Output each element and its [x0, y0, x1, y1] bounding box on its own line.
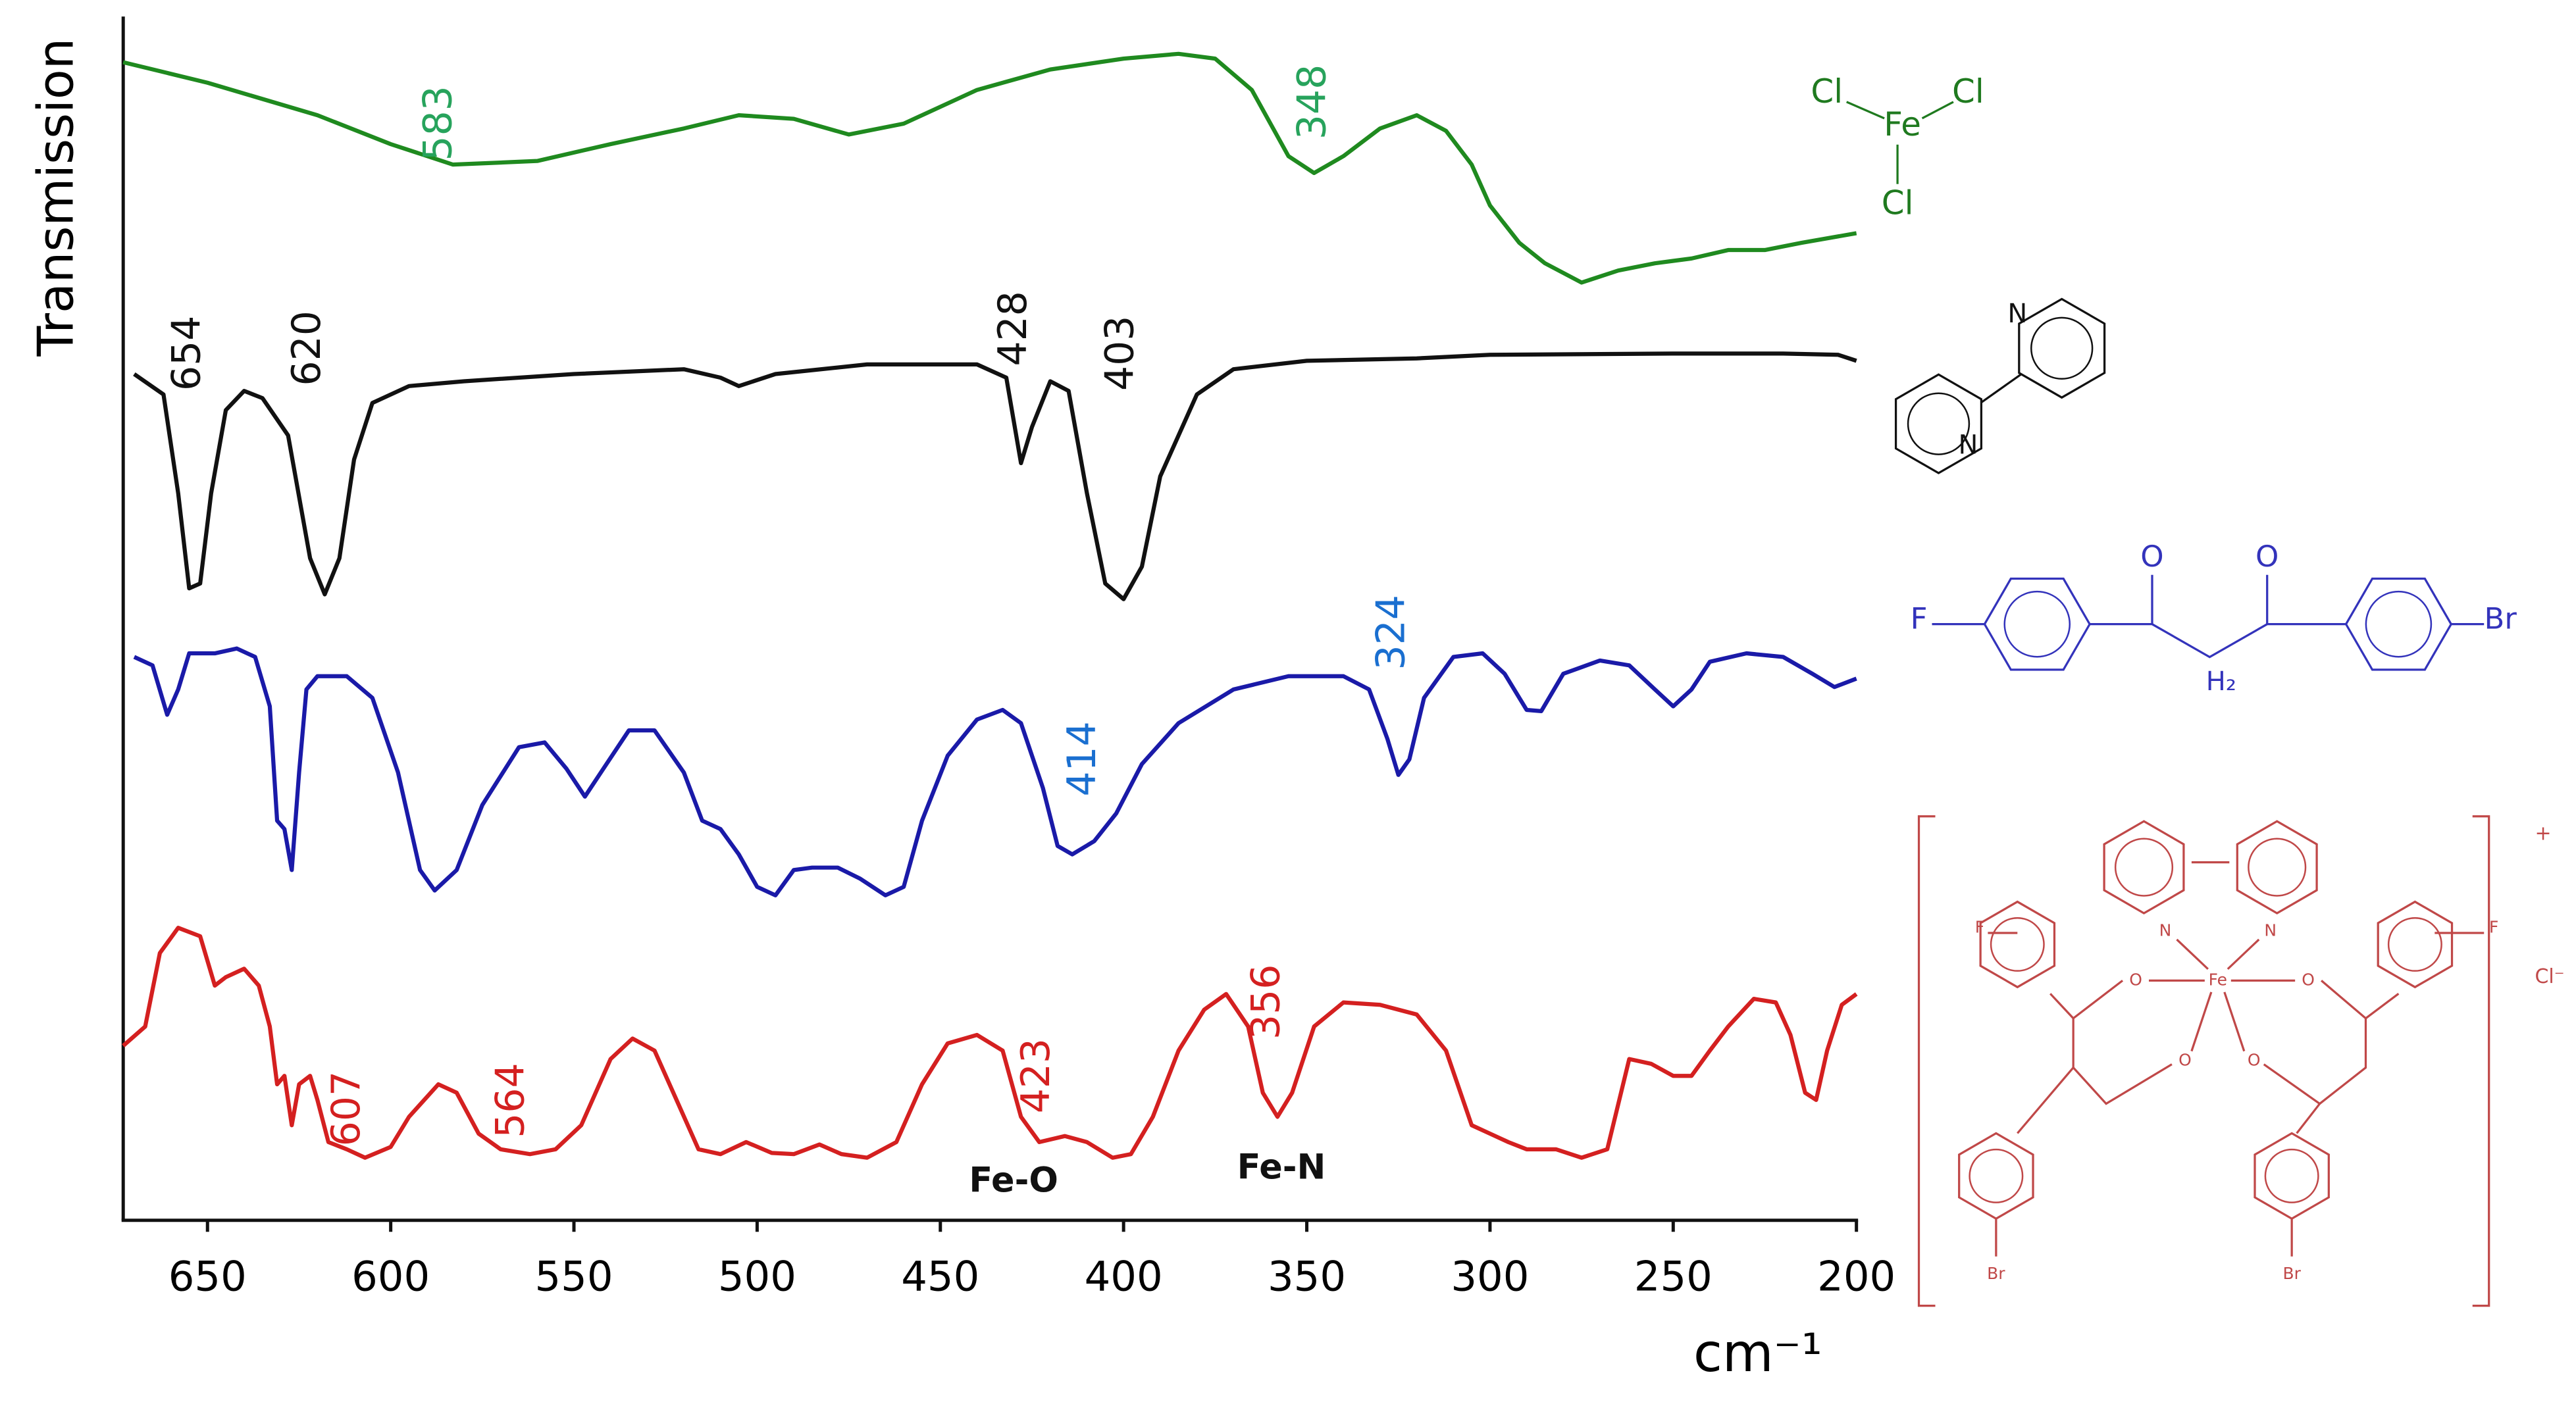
- peak-label: 356: [1243, 965, 1289, 1040]
- peak-label: 414: [1059, 721, 1105, 796]
- bond: [1921, 101, 1954, 120]
- x-tick-label: 450: [901, 1253, 979, 1301]
- ring: [2377, 900, 2454, 989]
- peak-label: 428: [990, 291, 1036, 366]
- atom-label: N: [1958, 430, 1978, 461]
- atom-label: Fe: [1884, 105, 1921, 143]
- atom-label: O: [2255, 539, 2279, 574]
- bond: [2223, 992, 2246, 1052]
- x-tick-label: 300: [1451, 1253, 1529, 1301]
- atom-label: N: [2007, 299, 2027, 329]
- peak-label: 403: [1096, 316, 1143, 391]
- ring: [1983, 577, 2092, 671]
- ring-inner: [1907, 392, 1971, 455]
- bond: [2263, 980, 2367, 1105]
- x-tick-label: 350: [1268, 1253, 1346, 1301]
- atom-label: O: [2129, 970, 2142, 989]
- atom-label: Cl: [1882, 184, 1914, 222]
- bond: [2296, 1103, 2321, 1134]
- x-tick-label: 600: [351, 1253, 430, 1301]
- bracket: [1917, 815, 1936, 1307]
- atom-label: Cl⁻: [2535, 965, 2565, 988]
- spectrum-line: [133, 351, 1857, 601]
- ring-inner: [2264, 1148, 2319, 1203]
- bracket: [2472, 815, 2490, 1307]
- bond: [2072, 980, 2173, 1105]
- peak-label: 423: [1013, 1038, 1059, 1113]
- x-tick-label: 200: [1817, 1253, 1895, 1301]
- x-tick-label: 650: [168, 1253, 247, 1301]
- annotation: Fe-N: [1237, 1147, 1326, 1187]
- bond: [2090, 623, 2346, 659]
- atom-label: Br: [2282, 1264, 2301, 1283]
- x-tick-label: 500: [718, 1253, 796, 1301]
- spectrum-line: [122, 51, 1857, 285]
- bond: [1846, 101, 1885, 120]
- bond: [2190, 992, 2213, 1052]
- peak-label: 324: [1368, 595, 1414, 670]
- bond: [2365, 993, 2400, 1020]
- peak-label: 564: [487, 1063, 533, 1138]
- x-tick-label: 250: [1634, 1253, 1713, 1301]
- structures: Cl Fe Cl Cl N N F O O H₂ Br F F N N Fe O O O O Br Br + Cl⁻: [1811, 72, 2565, 1307]
- ring: [1979, 900, 2056, 989]
- spectrum-line: [133, 646, 1857, 897]
- x-tick-label: 550: [534, 1253, 613, 1301]
- ring-inner: [2030, 316, 2094, 380]
- x-axis-label: cm⁻¹: [1693, 1322, 1822, 1384]
- peak-label: 607: [323, 1071, 369, 1146]
- ring-inner: [2248, 838, 2307, 897]
- atom-label: N: [2264, 920, 2277, 940]
- ring-inner: [2003, 590, 2071, 658]
- atom-label: Br: [1987, 1264, 2005, 1283]
- atom-label: O: [2178, 1051, 2192, 1070]
- atom-label: Br: [2485, 601, 2517, 636]
- atom-label: Cl: [1811, 72, 1843, 111]
- bond: [2176, 938, 2209, 970]
- bond: [1980, 373, 2022, 404]
- ring: [2344, 577, 2453, 671]
- ring-inner: [1990, 916, 2045, 972]
- peak-label: 348: [1289, 64, 1335, 139]
- x-tick-label: 400: [1085, 1253, 1163, 1301]
- peak-label: 620: [284, 311, 330, 386]
- atom-label: O: [2302, 970, 2315, 989]
- atom-label: O: [2248, 1051, 2261, 1070]
- atom-label: F: [1975, 917, 1984, 936]
- atom-label: Fe: [2209, 970, 2227, 989]
- atom-label: O: [2140, 539, 2163, 574]
- ring: [2254, 1132, 2330, 1220]
- bond: [2017, 1067, 2074, 1134]
- atom-label: +: [2535, 822, 2552, 845]
- atom-label: N: [2159, 920, 2172, 940]
- ring: [2103, 820, 2185, 915]
- peak-label: 583: [415, 86, 461, 161]
- atom-label: F: [1911, 601, 1928, 636]
- y-axis-label: Transmission: [26, 38, 84, 357]
- peak-label: 654: [164, 316, 210, 391]
- bond: [2049, 993, 2074, 1019]
- annotation: Fe-O: [969, 1160, 1058, 1200]
- bond: [2227, 938, 2260, 970]
- atom-label: F: [2489, 917, 2498, 936]
- ring-inner: [1969, 1148, 2024, 1203]
- spectrum-line: [122, 926, 1858, 1160]
- ring: [1958, 1132, 2034, 1220]
- ring: [1894, 373, 1983, 474]
- ring-inner: [2114, 838, 2174, 897]
- atom-label: H₂: [2206, 666, 2236, 697]
- ring-inner: [2365, 590, 2433, 658]
- ring: [2236, 820, 2318, 915]
- ring-inner: [2387, 916, 2442, 972]
- ring: [2018, 297, 2106, 399]
- atom-label: Cl: [1952, 72, 1984, 111]
